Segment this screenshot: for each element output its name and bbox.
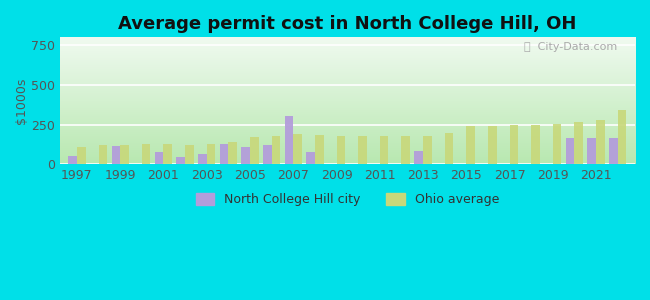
Bar [241, 147, 250, 164]
Bar [77, 147, 86, 164]
Bar [552, 124, 562, 164]
Bar [596, 120, 605, 164]
Title: Average permit cost in North College Hill, OH: Average permit cost in North College Hil… [118, 15, 577, 33]
Bar [618, 110, 627, 164]
Bar [99, 145, 107, 164]
Bar [155, 152, 163, 164]
Bar [402, 136, 410, 164]
Bar [380, 136, 389, 164]
Bar [285, 116, 293, 164]
Bar [228, 142, 237, 164]
Bar [337, 136, 345, 164]
Bar [142, 144, 151, 164]
Y-axis label: $1000s: $1000s [15, 78, 28, 124]
Bar [293, 134, 302, 164]
Bar [414, 151, 423, 164]
Bar [68, 155, 77, 164]
Bar [609, 138, 618, 164]
Bar [588, 138, 596, 164]
Bar [220, 144, 228, 164]
Bar [531, 125, 540, 164]
Bar [466, 126, 475, 164]
Text: ⓘ  City-Data.com: ⓘ City-Data.com [525, 42, 618, 52]
Bar [185, 145, 194, 164]
Bar [272, 136, 280, 164]
Bar [488, 126, 497, 164]
Bar [176, 157, 185, 164]
Bar [207, 144, 215, 164]
Bar [263, 145, 272, 164]
Bar [315, 135, 324, 164]
Bar [163, 144, 172, 164]
Legend: North College Hill city, Ohio average: North College Hill city, Ohio average [190, 188, 504, 211]
Bar [112, 146, 120, 164]
Bar [510, 125, 518, 164]
Bar [445, 133, 453, 164]
Bar [575, 122, 583, 164]
Bar [250, 137, 259, 164]
Bar [306, 152, 315, 164]
Bar [120, 145, 129, 164]
Bar [423, 136, 432, 164]
Bar [358, 136, 367, 164]
Bar [198, 154, 207, 164]
Bar [566, 138, 575, 164]
